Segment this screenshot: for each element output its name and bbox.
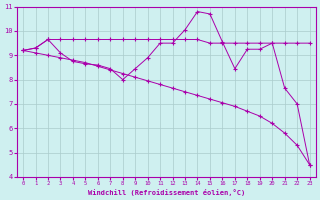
X-axis label: Windchill (Refroidissement éolien,°C): Windchill (Refroidissement éolien,°C) xyxy=(88,189,245,196)
